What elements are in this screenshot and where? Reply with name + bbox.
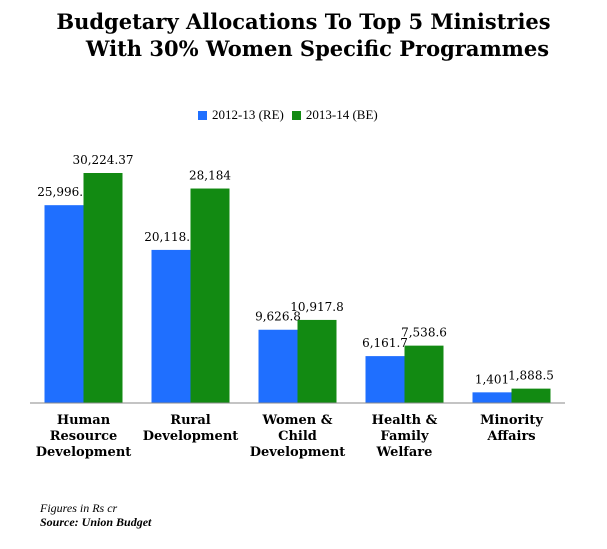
chart-title-line1: Budgetary Allocations To Top 5 Ministrie… (56, 9, 551, 34)
chart-title: Budgetary Allocations To Top 5 Ministrie… (0, 8, 607, 62)
data-label-series2-1: 30,224.37 (72, 153, 133, 167)
units-note: Figures in Rs cr (40, 501, 118, 515)
bar-series1-2 (151, 249, 191, 403)
legend-label-series1: 2012-13 (RE) (212, 107, 284, 122)
data-label-series2-5: 1,888.5 (508, 369, 554, 383)
bar-series2-1 (83, 173, 123, 403)
bar-series1-4 (365, 356, 405, 403)
bar-series2-5 (511, 388, 551, 403)
data-label-series1-5: 1,401 (475, 372, 509, 386)
bar-series1-3 (258, 329, 298, 403)
chart-title-line2: With 30% Women Specific Programmes (85, 36, 550, 61)
source-note: Source: Union Budget (40, 515, 152, 529)
legend-item-series1: 2012-13 (RE) (198, 107, 284, 123)
bar-series2-2 (190, 188, 230, 403)
data-label-series2-2: 28,184 (189, 169, 231, 183)
legend: 2012-13 (RE) 2013-14 (BE) (198, 107, 378, 123)
bar-series2-3 (297, 319, 337, 403)
bar-series2-4 (404, 345, 444, 403)
legend-swatch-series1 (198, 110, 207, 120)
legend-swatch-series2 (291, 110, 301, 120)
legend-item-series2: 2013-14 (BE) (291, 107, 378, 123)
category-label-4: Health & Family Welfare (372, 413, 438, 460)
bar-series1-5 (472, 392, 512, 403)
category-label-5: Minority Affairs (480, 413, 543, 444)
category-label-2: Rural Development (143, 413, 239, 444)
footnote: Figures in Rs cr Source: Union Budget (40, 501, 151, 529)
legend-label-series2: 2013-14 (BE) (305, 107, 378, 122)
category-label-1: Human Resource Development (36, 413, 132, 460)
data-label-series1-3: 9,626.8 (255, 310, 301, 324)
data-label-series2-4: 7,538.6 (401, 326, 447, 340)
data-label-series1-4: 6,161.7 (362, 336, 408, 350)
data-label-series2-3: 10,917.8 (290, 300, 343, 314)
category-label-3: Women & Child Development (250, 413, 346, 460)
bar-series1-1 (44, 205, 84, 403)
data-label-series1-1: 25,996.2 (37, 185, 90, 199)
data-label-series1-2: 20,118.6 (144, 230, 197, 244)
